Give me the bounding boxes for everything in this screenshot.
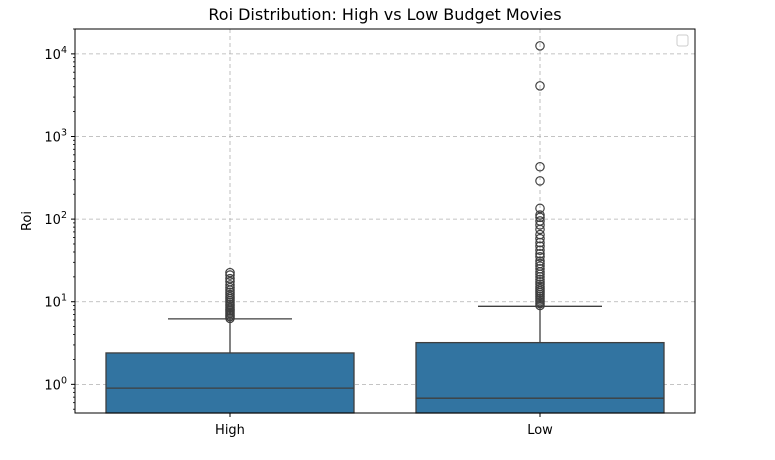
outlier-point-low <box>535 176 545 186</box>
outlier-point-high <box>225 270 235 280</box>
legend <box>676 34 689 47</box>
y-tick-label-0: 100 <box>44 375 67 393</box>
iqr-box-low <box>415 341 665 414</box>
outlier-point-low <box>535 274 545 285</box>
outlier-point-low <box>535 251 545 262</box>
outlier-point-high <box>225 273 235 284</box>
outlier-point-low <box>535 245 545 256</box>
y-tick-label-1: 101 <box>44 293 67 311</box>
x-tick-label-high: High <box>215 423 245 438</box>
outlier-point-low <box>535 241 545 252</box>
iqr-box-high <box>105 352 355 414</box>
outlier-point-low <box>535 161 545 172</box>
outlier-point-low <box>535 210 545 220</box>
outlier-point-low <box>535 203 545 214</box>
outlier-point-low <box>535 233 545 244</box>
chart-title: Roi Distribution: High vs Low Budget Mov… <box>208 5 561 24</box>
outlier-point-low <box>535 261 545 271</box>
outlier-point-low <box>535 256 545 266</box>
outlier-point-low <box>535 258 545 269</box>
y-tick-label-2: 102 <box>44 210 67 228</box>
axes: 100 101 102 103 104 High Low <box>44 28 696 438</box>
outlier-point-high <box>225 267 235 278</box>
outlier-point-low <box>535 220 545 230</box>
outlier-point-low <box>535 229 545 240</box>
box-low <box>415 41 665 414</box>
outlier-point-low <box>535 277 545 287</box>
outlier-point-low <box>535 81 545 91</box>
box-high <box>105 267 355 414</box>
x-tick-label-low: Low <box>527 423 553 438</box>
y-axis-label: Roi <box>20 211 35 231</box>
outlier-point-low <box>535 264 545 274</box>
outlier-point-high <box>225 280 235 290</box>
outlier-point-low <box>535 249 545 259</box>
outlier-point-low <box>535 216 545 226</box>
y-tick-label-3: 103 <box>44 127 67 145</box>
outlier-point-low <box>535 279 545 289</box>
plot-frame <box>74 28 696 414</box>
boxes <box>105 41 665 414</box>
y-tick-label-4: 104 <box>44 45 67 63</box>
outlier-point-high <box>225 276 235 287</box>
outlier-point-low <box>535 41 545 51</box>
